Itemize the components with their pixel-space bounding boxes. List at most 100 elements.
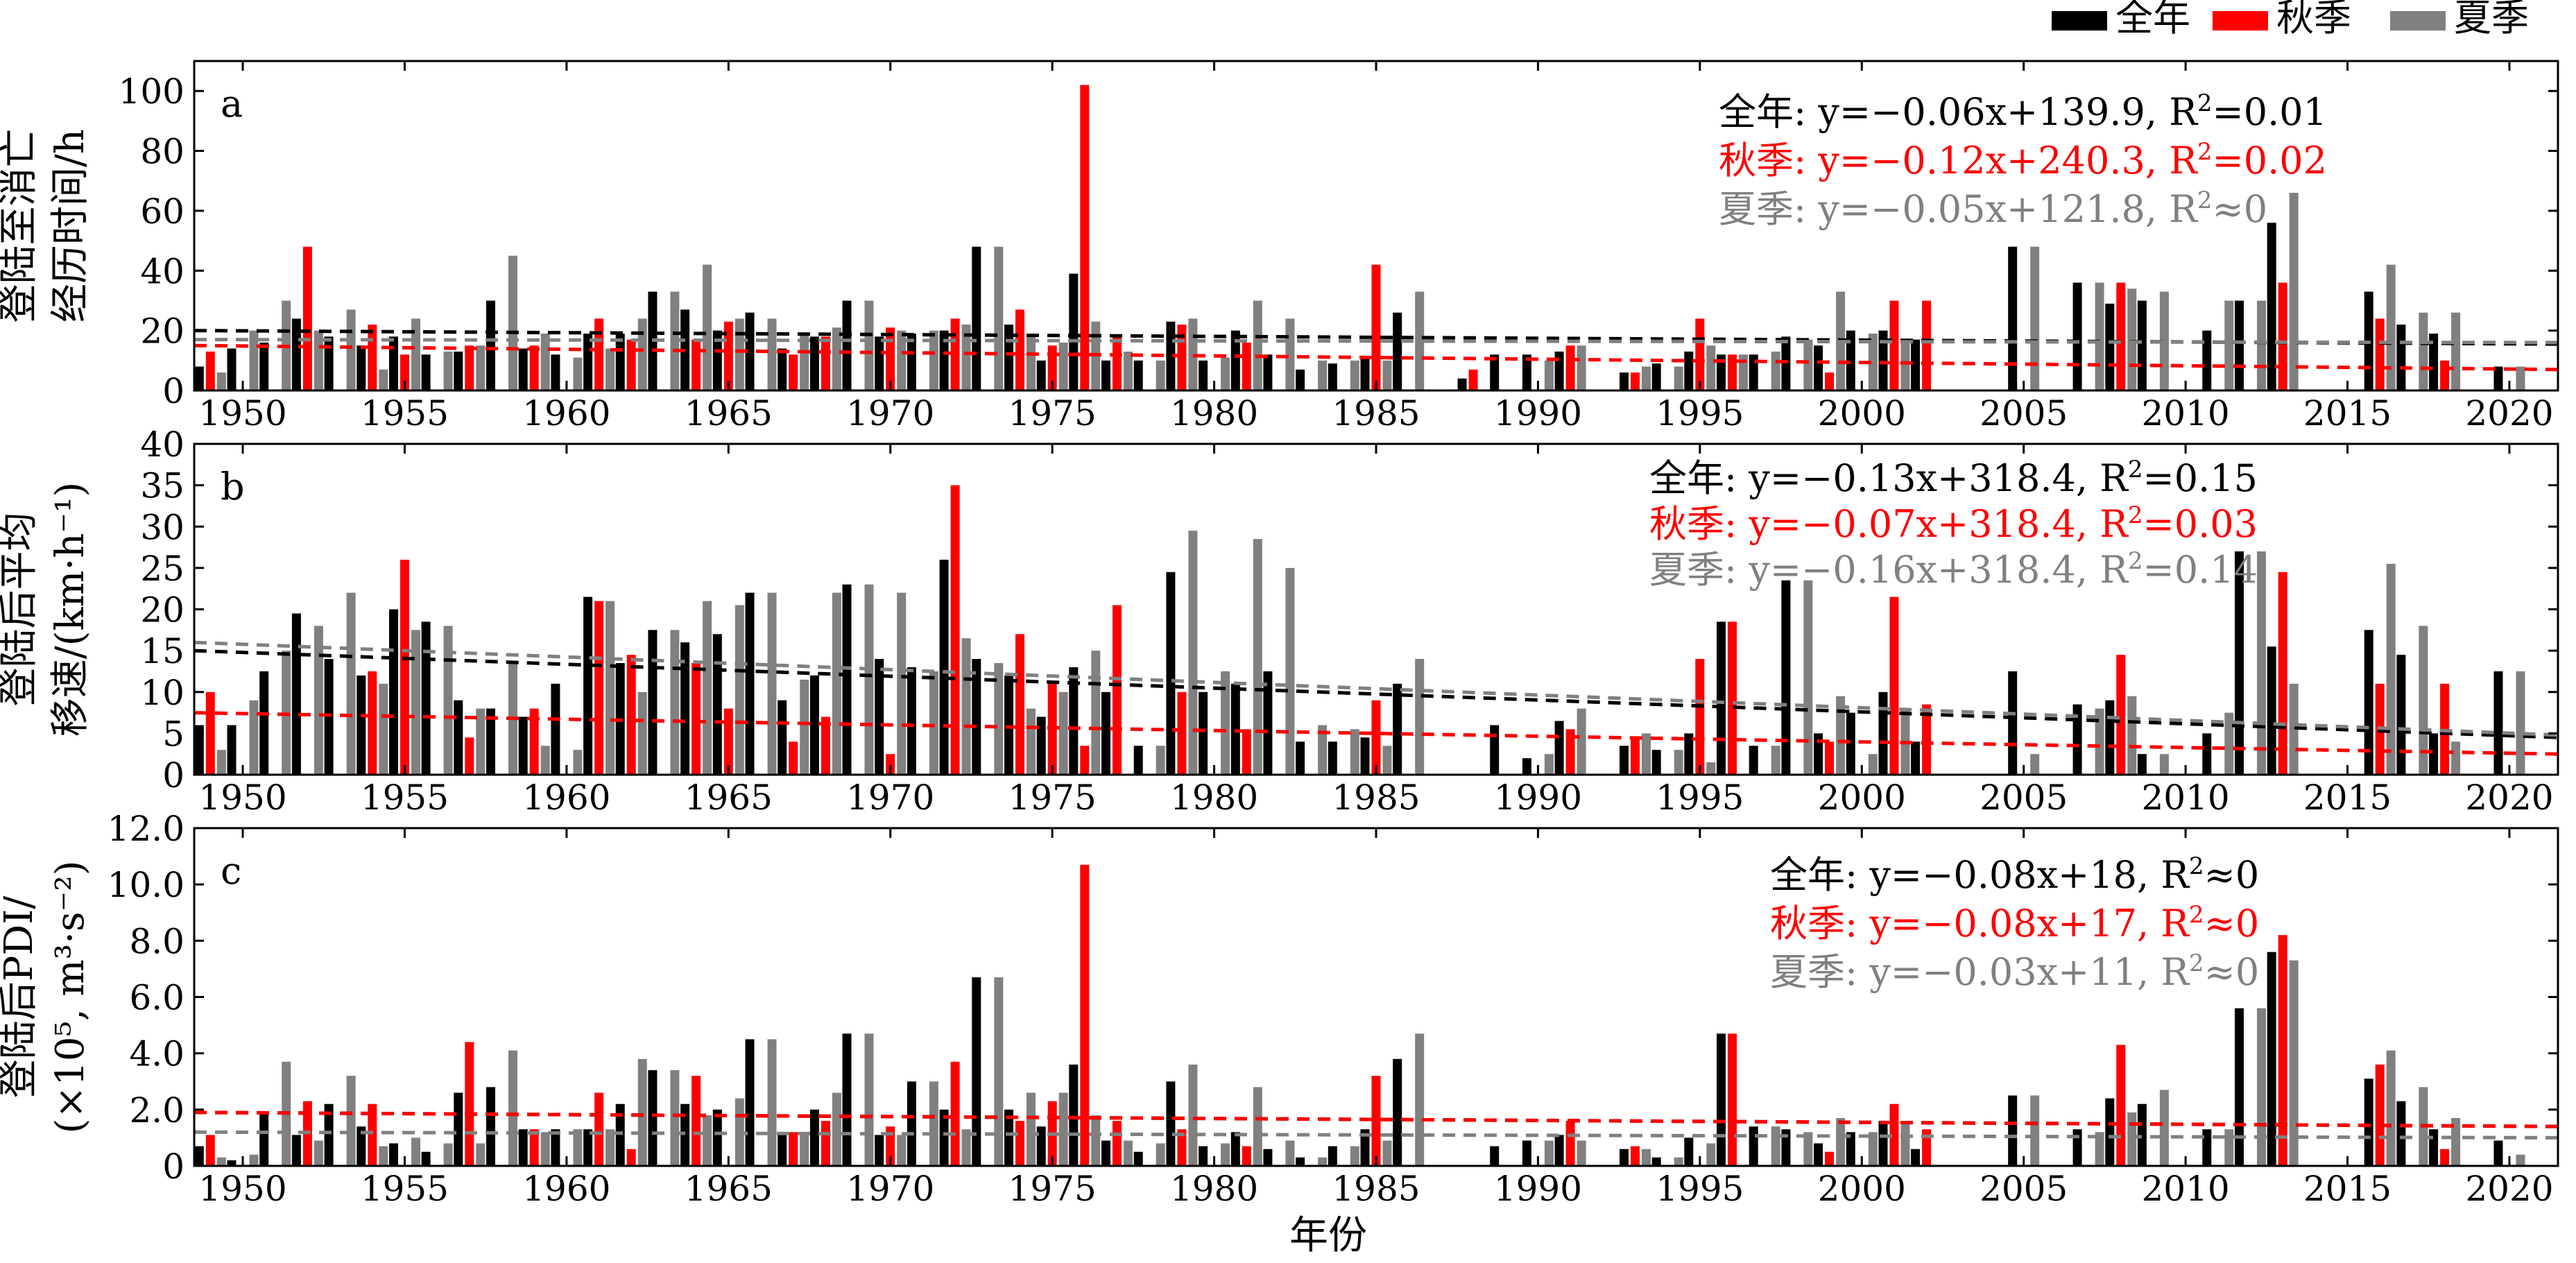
bar xyxy=(465,1042,474,1166)
bar xyxy=(800,334,809,390)
bar xyxy=(2159,754,2169,775)
bar xyxy=(379,683,388,775)
bar xyxy=(723,708,733,775)
bar xyxy=(1360,737,1370,775)
bar xyxy=(864,584,874,775)
bar xyxy=(1058,1092,1068,1166)
bar xyxy=(2072,282,2082,390)
bar xyxy=(939,560,949,775)
bar xyxy=(1878,691,1888,775)
x-tick-label: 1990 xyxy=(1494,777,1582,818)
bar xyxy=(886,754,895,775)
x-tick-label: 1990 xyxy=(1494,1169,1582,1209)
bar xyxy=(1263,1149,1273,1166)
y-tick-label: 30 xyxy=(140,507,184,547)
bar xyxy=(2386,264,2396,390)
bar xyxy=(249,330,259,390)
bar xyxy=(357,675,366,775)
equation: 全年: y=−0.13x+318.4, R2=0.15 xyxy=(1649,456,2258,500)
bar xyxy=(1113,336,1122,390)
bar xyxy=(508,1050,517,1166)
bar xyxy=(1080,85,1090,390)
bar xyxy=(1620,746,1629,775)
bar xyxy=(1554,721,1564,775)
bar xyxy=(2008,1095,2018,1166)
equation-label: 夏季 xyxy=(1719,187,1794,231)
bar xyxy=(703,264,712,390)
bar xyxy=(1522,354,1531,390)
bar xyxy=(1360,357,1370,390)
bar xyxy=(573,750,583,775)
bar xyxy=(1069,273,1079,390)
bar xyxy=(227,348,237,390)
bar xyxy=(842,300,852,390)
bar xyxy=(1728,621,1737,775)
bar xyxy=(950,1061,960,1166)
bar xyxy=(357,345,366,390)
bar xyxy=(2257,551,2266,775)
bar xyxy=(626,655,636,775)
bar xyxy=(1749,1126,1758,1166)
bar xyxy=(1684,351,1694,390)
bar xyxy=(1674,750,1683,775)
bar xyxy=(1015,634,1024,775)
bar xyxy=(205,351,215,390)
bar xyxy=(1058,342,1068,390)
bar xyxy=(2289,960,2299,1166)
bar xyxy=(1101,360,1110,390)
bar xyxy=(1124,351,1133,390)
bar xyxy=(1544,1140,1554,1166)
x-tick-label: 1995 xyxy=(1656,1169,1744,1209)
x-tick-label: 1950 xyxy=(198,1169,286,1209)
y-tick-label: 10.0 xyxy=(108,865,184,905)
equation-sup: 2 xyxy=(2128,456,2143,483)
bar xyxy=(227,725,237,775)
equation-formula: : y=−0.07x+318.4, R xyxy=(1724,502,2129,546)
bar xyxy=(897,1135,907,1166)
bar xyxy=(1868,1132,1878,1166)
x-tick-label: 2010 xyxy=(2141,777,2229,818)
bar xyxy=(2127,1112,2137,1166)
bar xyxy=(1814,733,1823,775)
bar xyxy=(400,560,409,775)
bar xyxy=(291,1135,301,1166)
bar xyxy=(291,318,301,390)
bar xyxy=(842,584,852,775)
equation-tail: =0.15 xyxy=(2143,456,2258,500)
equation-formula: : y=−0.06x+139.9, R xyxy=(1794,90,2198,134)
bar xyxy=(314,626,323,775)
y-tick-label: 20 xyxy=(140,590,184,630)
equation-tail: ≈0 xyxy=(2204,902,2260,945)
y-tick-label: 40 xyxy=(140,424,184,465)
bar xyxy=(1814,345,1823,390)
x-tick-label: 2000 xyxy=(1818,1169,1906,1209)
x-tick-label: 1960 xyxy=(522,393,610,433)
bar xyxy=(1015,1121,1024,1166)
bar xyxy=(2451,312,2461,390)
equation-tail: =0.14 xyxy=(2143,548,2258,592)
bar xyxy=(670,1070,680,1166)
bar xyxy=(778,1132,787,1166)
bar xyxy=(2202,1129,2212,1166)
bar xyxy=(1221,1143,1230,1166)
bar xyxy=(670,630,680,775)
bar xyxy=(2396,325,2406,390)
bar xyxy=(1253,539,1262,775)
panel-letter: b xyxy=(221,465,245,508)
bar xyxy=(1318,1157,1328,1166)
bar xyxy=(2516,1154,2525,1166)
bar xyxy=(1565,729,1575,775)
equation-formula: : y=−0.05x+121.8, R xyxy=(1794,187,2198,231)
bar xyxy=(2072,1129,2082,1166)
bar xyxy=(767,592,777,775)
bar xyxy=(2095,282,2104,390)
x-tick-label: 1965 xyxy=(685,393,773,433)
bar xyxy=(1749,746,1758,775)
bar xyxy=(1631,737,1640,775)
x-tick-label: 1985 xyxy=(1332,393,1420,433)
bar xyxy=(929,1081,938,1167)
bar xyxy=(379,369,388,390)
legend-label: 夏季 xyxy=(2454,0,2529,40)
bar xyxy=(1825,741,1835,775)
